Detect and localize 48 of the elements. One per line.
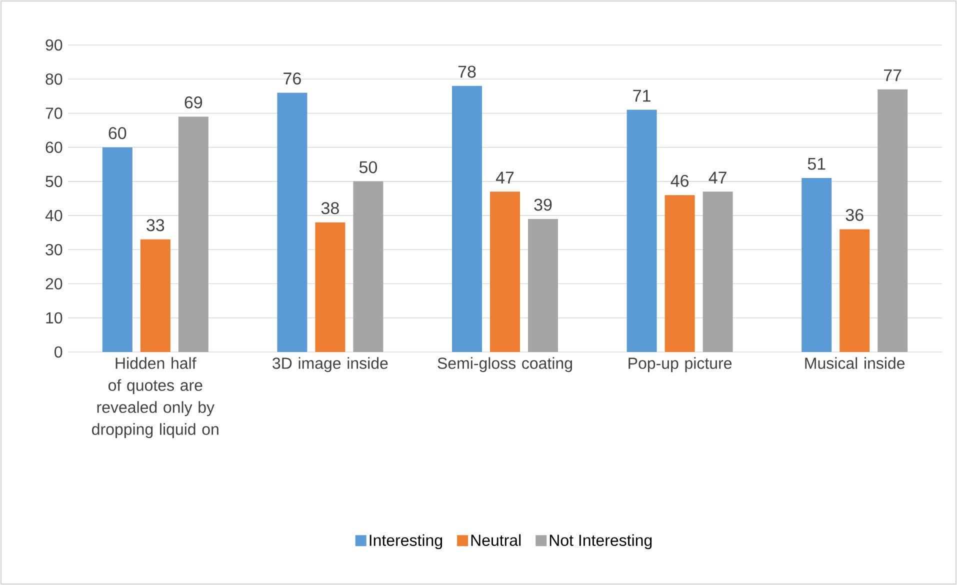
- data-label: 38: [321, 202, 339, 214]
- y-tick-label: 0: [54, 346, 62, 358]
- y-tick-label: 70: [46, 108, 62, 119]
- y-tick-label: 90: [46, 39, 62, 51]
- y-tick-label: 50: [46, 176, 62, 188]
- y-tick-label: 20: [46, 278, 62, 290]
- data-label: 60: [108, 127, 126, 140]
- data-label: 47: [708, 172, 726, 184]
- bar: [626, 110, 657, 352]
- bar: [452, 86, 482, 352]
- data-label: 50: [359, 161, 378, 174]
- data-label: 71: [633, 90, 650, 102]
- x-tick-label: Pop-up picture: [628, 357, 732, 372]
- bar: [353, 181, 384, 352]
- x-tick-label: 3D image inside: [272, 357, 388, 372]
- data-label: 39: [534, 198, 552, 211]
- x-tick-label: Semi-gloss coating: [438, 357, 572, 372]
- legend-label: Interesting: [370, 534, 442, 550]
- bar: [802, 178, 832, 352]
- data-label: 76: [284, 72, 301, 85]
- data-label: 47: [496, 172, 514, 184]
- legend-label: Neutral: [471, 534, 521, 546]
- data-label: 46: [670, 174, 689, 187]
- legend-label: Not Interesting: [550, 534, 652, 550]
- y-tick-label: 60: [46, 142, 62, 153]
- bar: [315, 222, 346, 352]
- data-label: 51: [808, 158, 826, 170]
- bar: [178, 116, 208, 352]
- bar: [840, 229, 870, 352]
- bar: [490, 192, 520, 352]
- y-tick-label: 30: [46, 244, 62, 256]
- bar: [878, 89, 908, 352]
- bar: [140, 239, 170, 352]
- data-label: 69: [184, 96, 202, 108]
- bar: [664, 195, 695, 352]
- y-tick-label: 10: [46, 312, 62, 324]
- bar: [102, 147, 132, 352]
- bar: [702, 192, 733, 352]
- data-label: 77: [884, 69, 902, 82]
- data-label: 36: [846, 208, 864, 221]
- y-tick-label: 40: [45, 210, 62, 222]
- x-tick-label: Hidden half of quotes are revealed only by dropping liquid on: [92, 357, 218, 438]
- y-tick-label: 80: [46, 73, 62, 85]
- data-label: 33: [146, 219, 164, 232]
- data-label: 78: [458, 66, 476, 78]
- bar: [528, 218, 558, 352]
- bar: [277, 92, 308, 352]
- x-tick-label: Musical inside: [805, 357, 905, 369]
